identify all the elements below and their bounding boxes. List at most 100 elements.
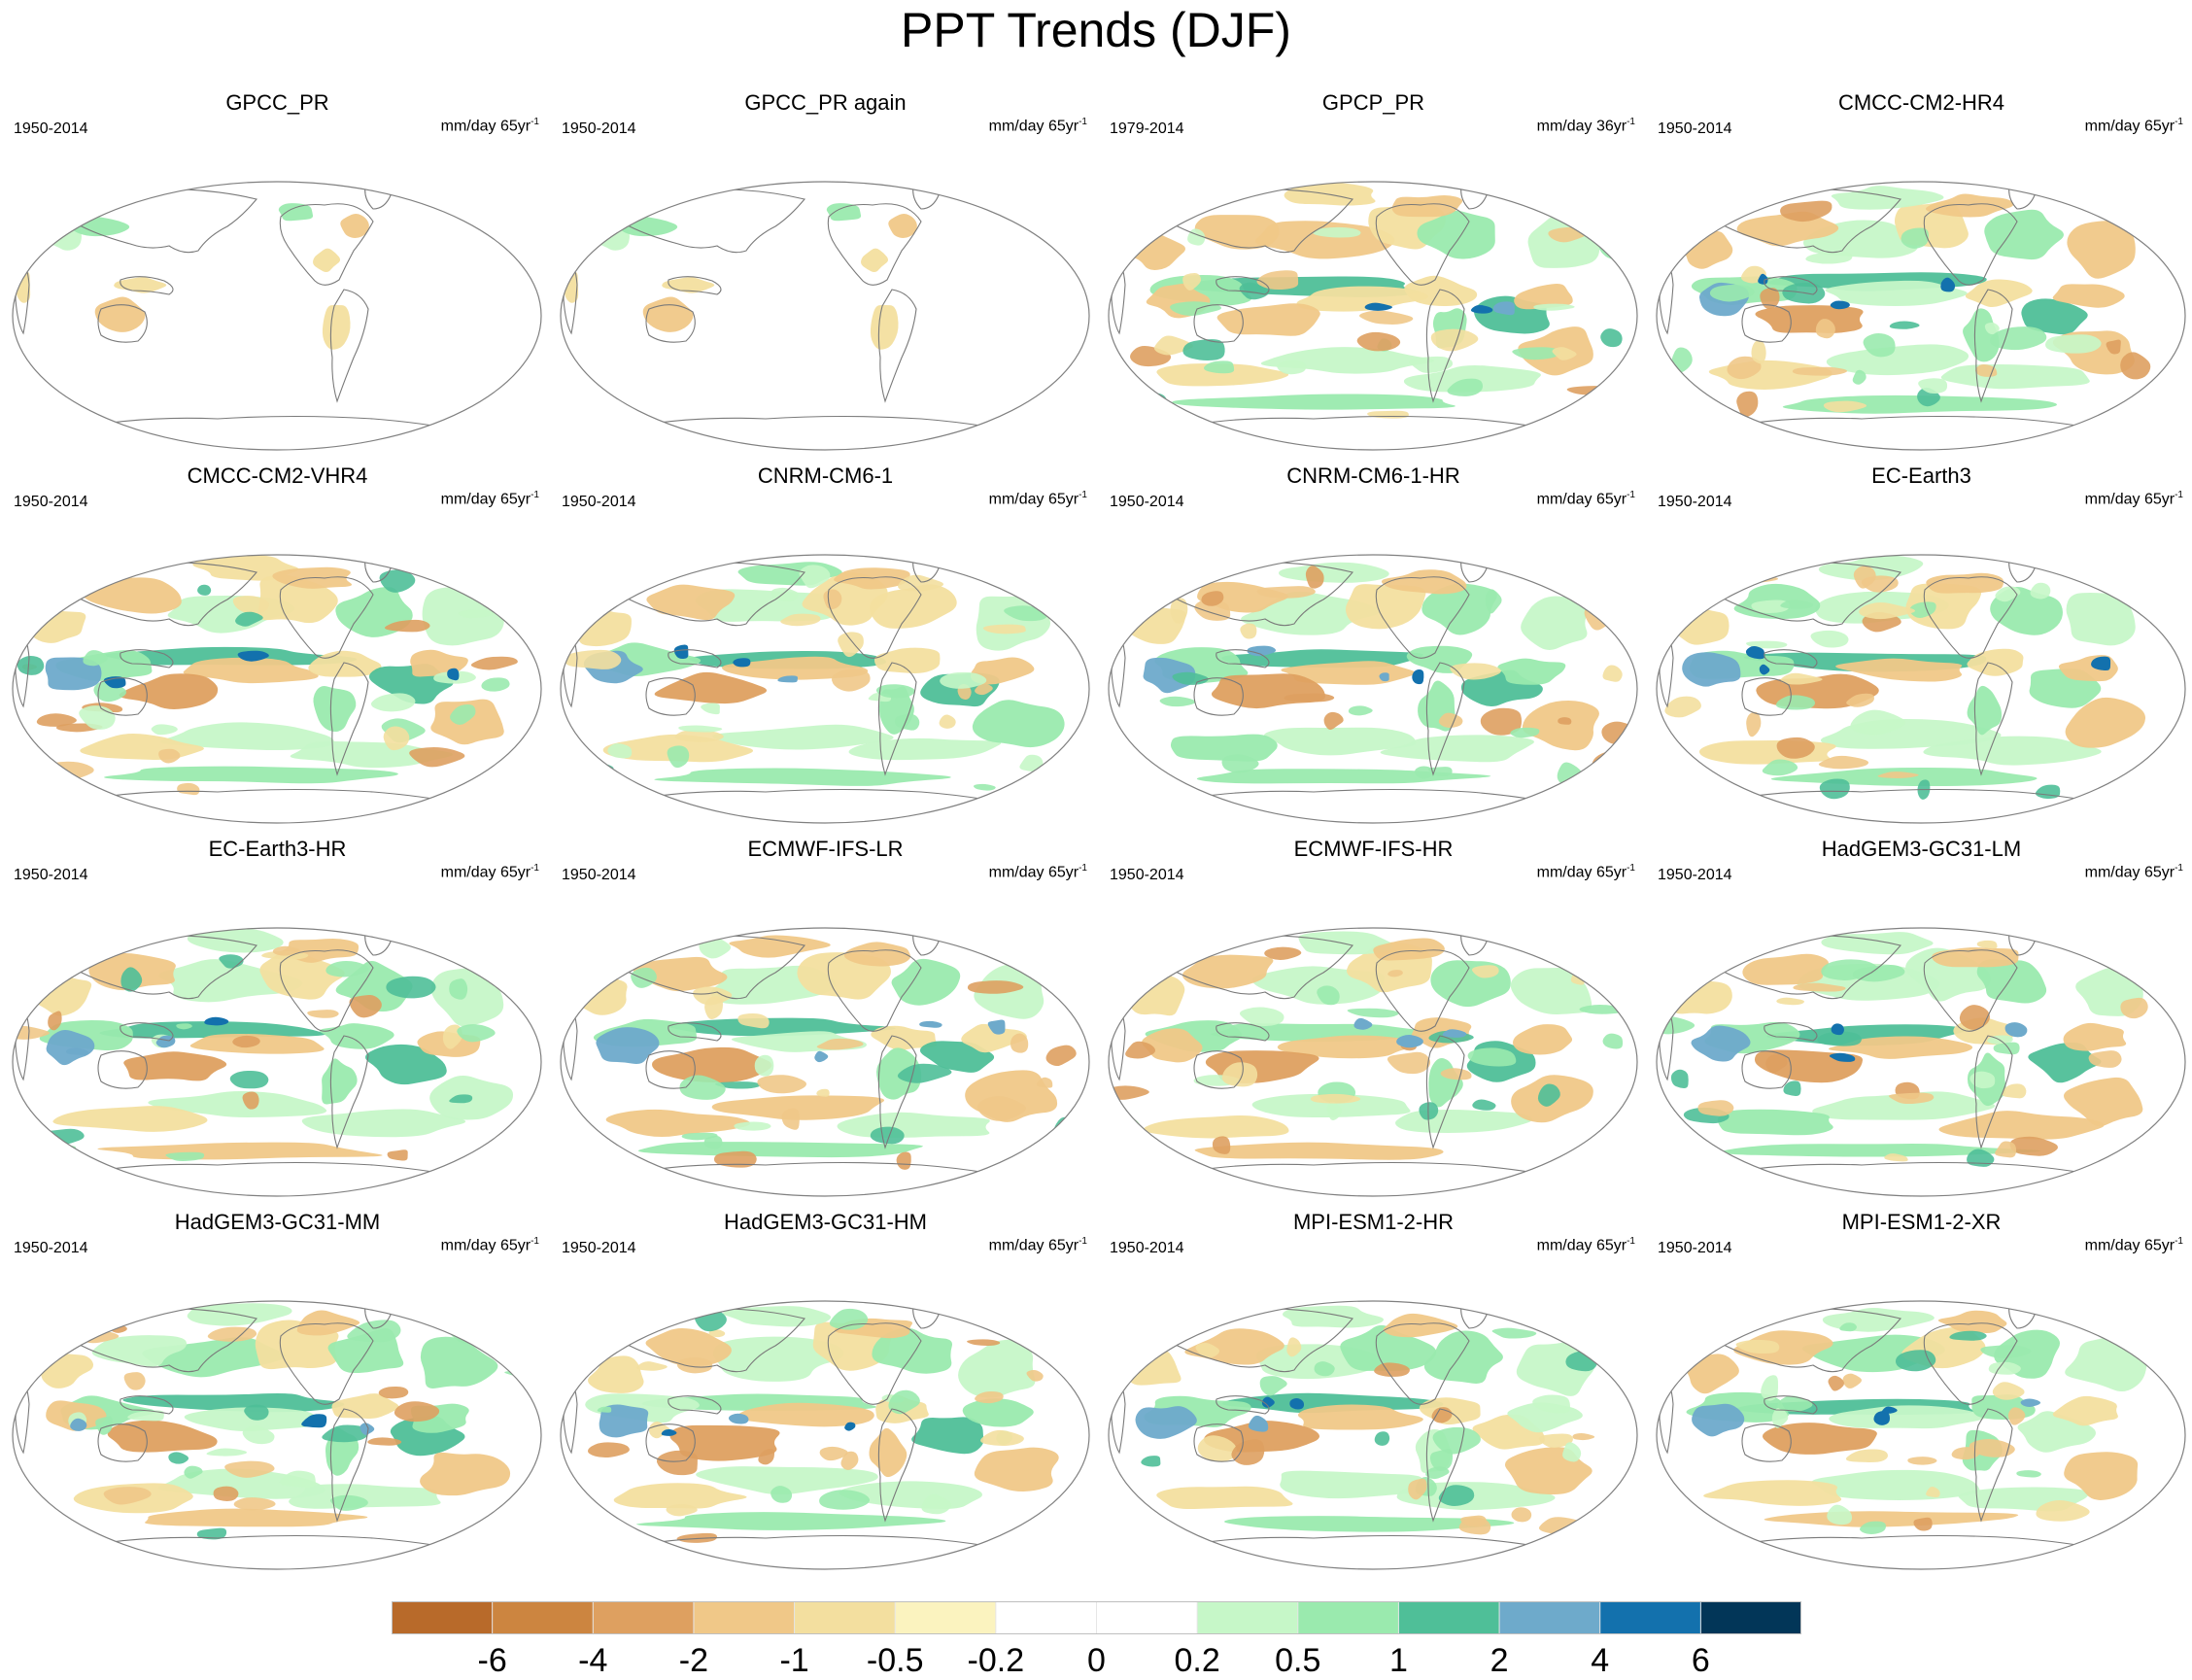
trend-patch — [1602, 665, 1623, 682]
trend-patch — [1777, 1395, 1813, 1412]
trend-patch — [1471, 965, 1499, 978]
panel-period: 1950-2014 — [562, 1240, 636, 1256]
trend-patch — [848, 737, 1002, 761]
coast-south-america — [877, 662, 917, 776]
panel-title: ECMWF-IFS-HR — [1293, 837, 1454, 861]
coast-south-america — [329, 1035, 369, 1149]
trend-patch — [322, 305, 351, 350]
trend-patch — [46, 1029, 95, 1066]
trend-patch — [1247, 645, 1277, 657]
trend-patch — [1691, 1025, 1751, 1062]
coast-australia — [645, 304, 696, 343]
trend-patch — [386, 976, 436, 999]
trend-patch — [974, 783, 996, 791]
trend-patch — [1792, 366, 1848, 376]
trend-patch — [1345, 584, 1426, 630]
trend-patch — [1669, 980, 1732, 1014]
coast-north-america — [827, 1322, 922, 1405]
trend-patch — [674, 730, 724, 742]
globe-outline — [1108, 1300, 1638, 1570]
trend-patch — [667, 1017, 896, 1037]
trend-patch — [1310, 1093, 1361, 1104]
trend-patch — [2063, 1022, 2127, 1051]
trend-patch — [2134, 1330, 2164, 1353]
trend-patch — [1685, 1354, 1739, 1394]
trend-patch — [1135, 1406, 1197, 1439]
panel-period: 1950-2014 — [14, 494, 88, 510]
trend-patch — [1261, 1396, 1275, 1408]
trend-patch — [1143, 657, 1196, 694]
coast-south-america — [1425, 662, 1465, 776]
coast-antarctica — [1734, 1161, 2106, 1178]
trend-patch — [1959, 1005, 1990, 1030]
trend-patch — [232, 1035, 260, 1048]
coast-south-america — [1425, 1035, 1465, 1149]
trend-patch — [127, 1410, 164, 1422]
trend-patch — [1313, 226, 1361, 238]
panel-map — [560, 1300, 1090, 1570]
trend-patch — [1835, 658, 1963, 682]
trend-patch — [1460, 1515, 1488, 1527]
trend-patch — [1826, 344, 1969, 376]
trend-patch — [322, 1058, 358, 1105]
trend-patch — [1485, 589, 1502, 614]
trend-patch — [1937, 1310, 2007, 1333]
trend-patch — [816, 1038, 864, 1050]
trend-patch — [1751, 340, 1766, 364]
panel-units: mm/day 36yr-1 — [1537, 117, 1635, 135]
trend-patch — [613, 1483, 747, 1509]
panel-title: HadGEM3-GC31-MM — [174, 1210, 381, 1234]
trend-patch — [94, 296, 146, 332]
trend-patch — [1204, 360, 1235, 374]
units-exponent: -1 — [1627, 1236, 1635, 1247]
trend-patch — [722, 1306, 832, 1327]
trend-patch — [2028, 1042, 2102, 1083]
trend-patch — [1738, 1305, 1754, 1328]
coast-north-america — [279, 576, 374, 659]
coast-antarctica — [638, 1161, 1010, 1178]
coast-south-america — [1973, 662, 2013, 776]
trend-patch — [1159, 696, 1196, 707]
trend-patch — [1537, 1083, 1560, 1107]
trend-patch — [826, 203, 862, 222]
trend-patch — [1340, 1324, 1437, 1371]
trend-patch — [982, 624, 1026, 634]
trend-field — [15, 555, 518, 805]
trend-patch — [1170, 734, 1278, 762]
panel-units: mm/day 65yr-1 — [989, 863, 1087, 881]
trend-patch — [565, 649, 622, 669]
trend-patch — [1514, 284, 1573, 310]
colorbar-swatch — [593, 1601, 695, 1634]
trend-patch — [1775, 695, 1815, 710]
trend-patch — [1197, 1435, 1237, 1462]
coast-south-america — [1973, 1035, 2013, 1149]
coast-australia — [1741, 1050, 1792, 1089]
trend-patch — [1821, 959, 1879, 980]
trend-patch — [676, 1532, 718, 1543]
trend-patch — [1289, 1398, 1305, 1410]
trend-patch — [607, 743, 633, 759]
trend-patch — [1032, 1530, 1073, 1551]
trend-patch — [919, 1020, 942, 1028]
trend-patch — [861, 248, 889, 273]
globe-outline — [1656, 181, 2186, 451]
coast-maritime-continent — [120, 276, 174, 295]
panel-units: mm/day 65yr-1 — [1537, 1236, 1635, 1254]
coast-north-america — [279, 1322, 374, 1405]
trend-patch — [816, 1088, 830, 1097]
trend-patch — [972, 700, 1065, 748]
coast-south-america — [1425, 1408, 1465, 1523]
trend-field — [563, 184, 1010, 431]
trend-patch — [771, 1486, 793, 1503]
colorbar-swatch — [1599, 1601, 1701, 1634]
globe-outline — [1656, 554, 2186, 824]
trend-patch — [1759, 664, 1770, 675]
coast-south-america — [877, 289, 917, 403]
trend-patch — [561, 592, 599, 602]
map-panel: HadGEM3-GC31-MM 1950-2014 mm/day 65yr-1 — [4, 1210, 551, 1583]
trend-patch — [1305, 566, 1324, 589]
trend-patch — [1221, 1062, 1258, 1087]
trend-patch — [184, 1465, 203, 1479]
trend-patch — [2052, 1395, 2118, 1426]
trend-patch — [2063, 1077, 2143, 1127]
